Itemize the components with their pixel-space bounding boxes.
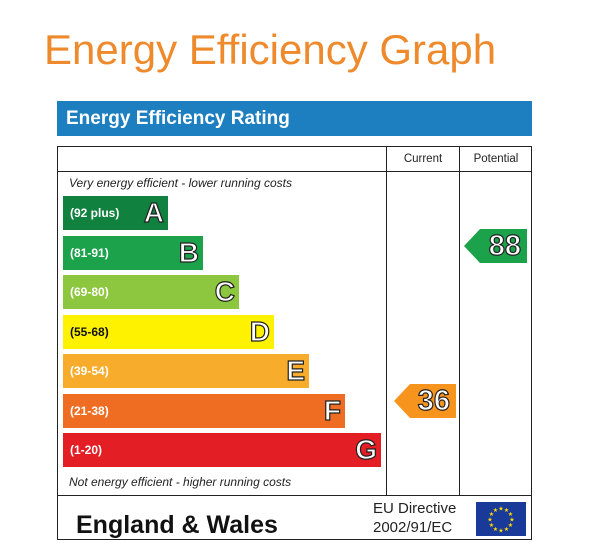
bottom-note: Not energy efficient - higher running co… <box>69 475 292 489</box>
band-f: (21-38) F <box>63 393 345 428</box>
band-c: (69-80) C <box>63 275 239 309</box>
svg-text:★: ★ <box>508 511 513 518</box>
band-d: (55-68) D <box>63 314 274 349</box>
header-row-divider <box>58 171 531 172</box>
page-title: Energy Efficiency Graph <box>44 26 497 73</box>
rating-table: Current Potential Very energy efficient … <box>57 146 532 540</box>
svg-text:★: ★ <box>504 526 509 533</box>
band-letter: D <box>249 315 270 347</box>
svg-text:★: ★ <box>504 507 509 514</box>
svg-text:★: ★ <box>489 522 494 529</box>
svg-text:★: ★ <box>509 517 514 524</box>
footer-divider <box>58 495 531 496</box>
potential-rating-arrow: 88 <box>464 229 527 263</box>
region-label: England & Wales <box>76 511 278 539</box>
band-range: (81-91) <box>70 245 109 260</box>
band-a: (92 plus) A <box>63 196 168 230</box>
potential-column-divider <box>459 147 460 495</box>
band-range: (55-68) <box>70 324 109 339</box>
current-column-divider <box>386 147 387 495</box>
top-note: Very energy efficient - lower running co… <box>69 176 292 190</box>
band-letter: C <box>214 275 235 307</box>
band-range: (92 plus) <box>70 206 120 220</box>
directive-line-2: 2002/91/EC <box>373 519 453 536</box>
band-b: (81-91) B <box>63 235 203 270</box>
potential-arrow-shape <box>464 229 527 263</box>
eu-flag-icon: ★ ★ ★ ★ ★ ★ ★ ★ ★ ★ ★ ★ <box>476 502 526 536</box>
svg-text:★: ★ <box>487 517 492 524</box>
column-header-current: Current <box>403 153 443 165</box>
band-range: (1-20) <box>70 443 103 457</box>
svg-text:★: ★ <box>508 522 513 529</box>
band-letter: G <box>355 433 378 465</box>
svg-text:★: ★ <box>493 526 498 533</box>
directive-line-1: EU Directive <box>373 500 457 517</box>
band-e: (39-54) E <box>63 354 309 388</box>
band-letter: B <box>178 236 199 268</box>
current-rating-arrow: 36 <box>394 384 456 418</box>
eu-directive: EU Directive 2002/91/EC <box>373 499 456 537</box>
column-header-potential: Potential <box>473 153 519 165</box>
band-letter: A <box>143 196 164 228</box>
svg-text:★: ★ <box>493 507 498 514</box>
band-range: (21-38) <box>70 403 109 418</box>
svg-text:★: ★ <box>489 511 494 518</box>
rating-header: Energy Efficiency Rating <box>57 101 532 136</box>
svg-text:★: ★ <box>498 528 503 535</box>
band-range: (39-54) <box>70 364 109 378</box>
potential-rating-value: 88 <box>488 229 521 262</box>
band-letter: E <box>286 354 306 386</box>
band-g: (1-20) G <box>63 433 381 467</box>
band-letter: F <box>323 394 341 426</box>
current-arrow-shape <box>394 384 456 418</box>
band-range: (69-80) <box>70 285 109 299</box>
current-rating-value: 36 <box>417 384 450 417</box>
svg-text:★: ★ <box>498 506 503 513</box>
